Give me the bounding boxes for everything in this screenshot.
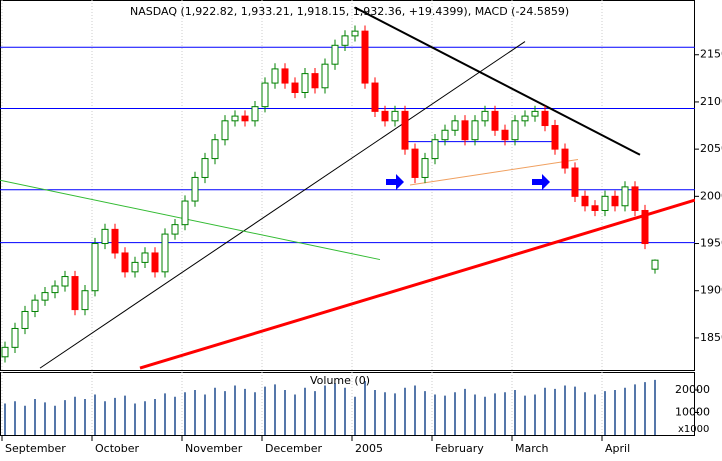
- candle-body: [461, 120, 469, 141]
- trend-line: [409, 159, 579, 186]
- trend-line: [39, 41, 526, 369]
- candle-body: [511, 120, 519, 141]
- candle-body: [251, 106, 259, 122]
- y-tick-label: 2100: [700, 95, 722, 108]
- y-tick-label: 20000: [675, 383, 710, 396]
- candle-body: [491, 110, 499, 131]
- candle-body: [521, 115, 529, 122]
- volume-panel: [0, 372, 695, 436]
- candle-body: [411, 148, 419, 178]
- candle-body: [421, 158, 429, 178]
- candle-body: [11, 327, 19, 348]
- candle-body: [471, 120, 479, 141]
- y-tick-label: 2050: [700, 142, 722, 155]
- candle-body: [191, 176, 199, 202]
- price-panel: [0, 0, 695, 371]
- candle-body: [71, 276, 79, 311]
- y-tick-label: 1850: [700, 331, 722, 344]
- candle-body: [21, 310, 29, 329]
- trend-line: [0, 179, 381, 261]
- candle-body: [531, 110, 539, 117]
- signal-arrow: [532, 174, 550, 190]
- candle-body: [311, 73, 319, 89]
- x-tick-label: 2005: [355, 442, 383, 455]
- candle-body: [321, 63, 329, 89]
- x-tick-label: November: [185, 442, 243, 455]
- candle-body: [621, 186, 629, 207]
- volume-title: Volume (0): [310, 374, 370, 387]
- candle-body: [31, 299, 39, 312]
- candle-body: [301, 73, 309, 94]
- y-tick-label: 2000: [700, 189, 722, 202]
- candle-body: [291, 82, 299, 94]
- candle-body: [161, 233, 169, 273]
- candle-body: [271, 68, 279, 84]
- candle-body: [551, 125, 559, 150]
- candle-body: [261, 82, 269, 108]
- candle-body: [571, 167, 579, 197]
- candle-body: [171, 224, 179, 235]
- candle-body: [221, 120, 229, 141]
- candle-body: [631, 186, 639, 211]
- candle-body: [541, 110, 549, 127]
- signal-arrow: [386, 174, 404, 190]
- candle-body: [151, 252, 159, 273]
- candle-body: [651, 259, 659, 270]
- candle-body: [341, 35, 349, 46]
- candle-body: [441, 129, 449, 141]
- candle-body: [581, 195, 589, 207]
- candle-body: [41, 292, 49, 301]
- candle-body: [81, 290, 89, 311]
- candle-body: [371, 82, 379, 112]
- x-tick-label: September: [5, 442, 66, 455]
- candle-body: [331, 44, 339, 65]
- candle-body: [91, 243, 99, 292]
- candle-body: [141, 252, 149, 263]
- candle-body: [201, 158, 209, 178]
- x-tick-label: October: [95, 442, 139, 455]
- y-tick-label: 1900: [700, 284, 722, 297]
- y-tick-label: 10000: [675, 406, 710, 419]
- candle-body: [361, 30, 369, 84]
- x-tick-label: March: [515, 442, 549, 455]
- candle-body: [351, 30, 359, 37]
- candle-body: [501, 129, 509, 141]
- candle-body: [131, 261, 139, 273]
- candle-body: [101, 228, 109, 245]
- candle-body: [121, 252, 129, 273]
- candle-body: [591, 205, 599, 211]
- candle-body: [231, 115, 239, 122]
- volume-unit: x1000: [678, 424, 709, 435]
- candle-body: [451, 120, 459, 131]
- candle-body: [431, 139, 439, 160]
- candle-body: [601, 195, 609, 211]
- trend-line: [139, 198, 695, 370]
- chart-title: NASDAQ (1,922.82, 1,933.21, 1,918.15, 1,…: [130, 5, 569, 18]
- candle-body: [401, 110, 409, 150]
- candle-body: [611, 195, 619, 207]
- candle-body: [211, 139, 219, 160]
- candle-body: [61, 276, 69, 287]
- trend-line: [354, 6, 641, 156]
- candle-body: [281, 68, 289, 84]
- x-tick-label: December: [265, 442, 323, 455]
- candle-body: [391, 110, 399, 122]
- candle-body: [481, 110, 489, 122]
- x-tick-label: February: [435, 442, 484, 455]
- candle-body: [561, 148, 569, 169]
- candle-body: [641, 209, 649, 245]
- candle-body: [241, 115, 249, 122]
- y-tick-label: 2150: [700, 48, 722, 61]
- candle-body: [381, 110, 389, 122]
- candle-body: [111, 228, 119, 254]
- candle-body: [1, 346, 9, 358]
- y-tick-label: 1950: [700, 237, 722, 250]
- candle-body: [51, 285, 59, 294]
- candle-body: [181, 200, 189, 226]
- x-tick-label: April: [605, 442, 630, 455]
